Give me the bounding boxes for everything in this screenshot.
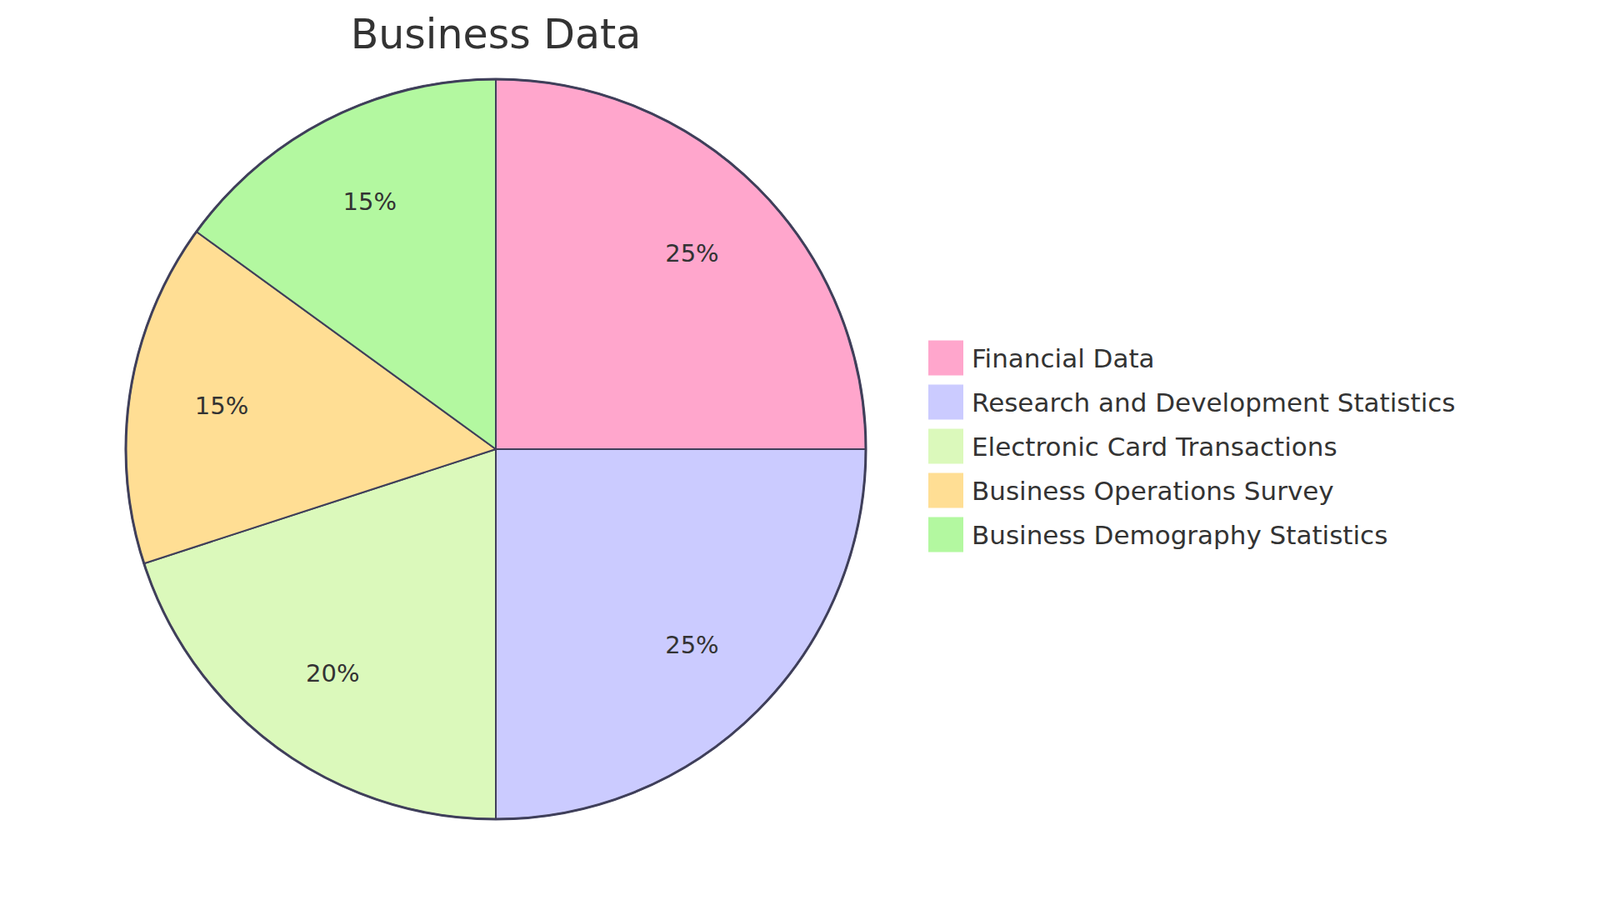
pie-slices xyxy=(125,79,866,820)
legend-swatch xyxy=(927,516,965,554)
legend-label: Business Operations Survey xyxy=(971,475,1335,506)
chart-title: Business Data xyxy=(350,10,642,59)
chart-root: Business Data 25% 25% 20% 15% 15% Financial Da… xyxy=(0,0,1600,900)
chart-svg: Business Data 25% 25% 20% 15% 15% Financial Da… xyxy=(0,0,1600,900)
data-label: 15% xyxy=(343,187,397,216)
data-label: 15% xyxy=(195,391,249,420)
pie-labels: 25% 25% 20% 15% 15% xyxy=(195,187,720,688)
legend: Financial Data Research and Development S… xyxy=(927,340,1455,554)
pie-outline xyxy=(125,79,866,820)
legend-label: Electronic Card Transactions xyxy=(971,431,1338,462)
legend-label: Business Demography Statistics xyxy=(971,520,1388,550)
data-label: 25% xyxy=(665,239,719,268)
legend-label: Research and Development Statistics xyxy=(971,387,1455,418)
legend-label: Financial Data xyxy=(971,343,1155,374)
legend-swatch xyxy=(927,472,965,510)
legend-swatch xyxy=(927,428,965,465)
data-label: 25% xyxy=(665,630,719,660)
legend-swatch xyxy=(927,340,965,377)
pie-slice xyxy=(495,449,866,820)
data-label: 20% xyxy=(305,659,360,688)
legend-swatch xyxy=(927,384,965,421)
pie-slice xyxy=(495,79,866,450)
